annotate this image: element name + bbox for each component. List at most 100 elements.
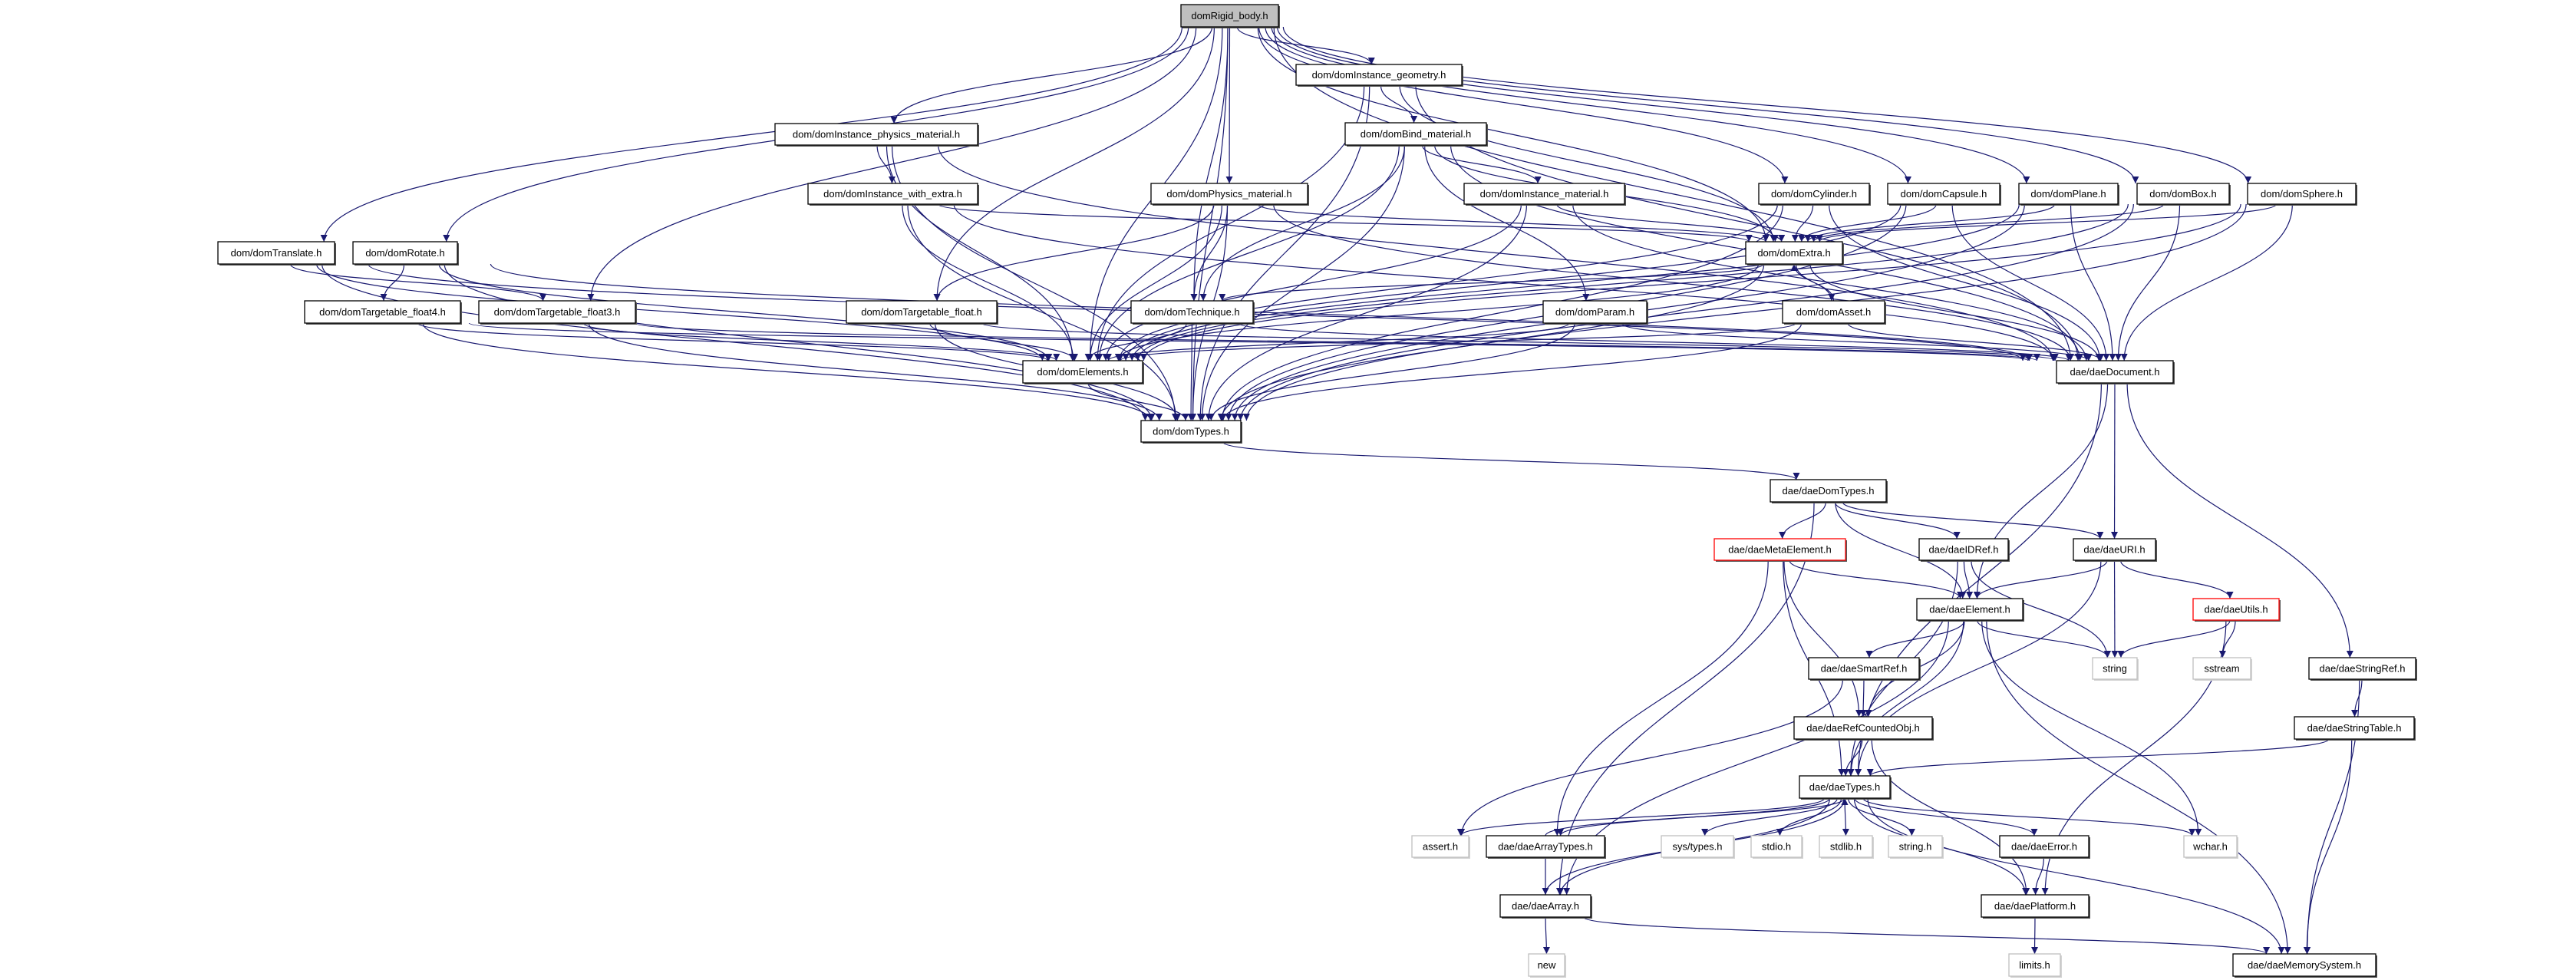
node-label: dom/domTargetable_float3.h: [494, 306, 621, 318]
graph-node-elem[interactable]: dae/daeElement.h: [1916, 598, 2024, 622]
edge-cap-to-elems: [1122, 203, 1901, 361]
edge-box-to-doc: [2114, 203, 2181, 361]
edge-tech-to-elems: [1084, 322, 1187, 361]
node-label: dom/domInstance_physics_material.h: [793, 129, 960, 140]
node-label: dom/domExtra.h: [1757, 247, 1830, 259]
edge-box-to-elems: [1134, 203, 2129, 361]
graph-node-rigid[interactable]: domRigid_body.h: [1180, 4, 1280, 28]
graph-node-iphys[interactable]: dom/domInstance_physics_material.h: [774, 123, 979, 147]
graph-node-param[interactable]: dom/domParam.h: [1542, 300, 1648, 325]
graph-node-sstream: sstream: [2192, 657, 2252, 681]
edge-doc-to-elem: [1973, 382, 2109, 599]
edge-asset-to-elems: [1116, 322, 1797, 361]
graph-node-doc[interactable]: dae/daeDocument.h: [2056, 360, 2175, 384]
nodes-layer: domRigid_body.h dom/domInstance_geometry.…: [217, 4, 2417, 978]
node-box: [2192, 657, 2251, 680]
edge-iwe-to-extra: [937, 203, 1753, 243]
graph-node-iwe[interactable]: dom/domInstance_with_extra.h: [807, 183, 979, 206]
graph-node-tf3[interactable]: dom/domTargetable_float3.h: [478, 300, 637, 325]
graph-node-asset[interactable]: dom/domAsset.h: [1782, 300, 1886, 325]
graph-node-igeom[interactable]: dom/domInstance_geometry.h: [1295, 64, 1463, 87]
graph-node-elems[interactable]: dom/domElements.h: [1022, 360, 1144, 384]
edge-param-to-doc: [1620, 322, 2093, 361]
graph-node-types[interactable]: dae/daeTypes.h: [1799, 775, 1892, 800]
graph-node-tf[interactable]: dom/domTargetable_float.h: [846, 300, 998, 325]
edge-box-to-dtypes: [1237, 203, 2134, 421]
graph-node-box[interactable]: dom/domBox.h: [2136, 183, 2231, 206]
edge-utils-to-string: [2117, 619, 2231, 658]
graph-node-tech[interactable]: dom/domTechnique.h: [1130, 300, 1255, 325]
graph-node-stdlib: stdlib.h: [1819, 835, 1874, 859]
graph-node-utils[interactable]: dae/daeUtils.h: [2192, 598, 2281, 622]
node-label: dae/daeUtils.h: [2204, 604, 2268, 615]
edge-param-to-elems: [1105, 322, 1570, 361]
node-box: [2183, 835, 2238, 858]
edge-meta-to-atypes: [1553, 559, 1769, 836]
graph-node-sphere[interactable]: dom/domSphere.h: [2247, 183, 2357, 206]
edge-idref-to-elem: [1963, 559, 1974, 599]
graph-node-imat[interactable]: dom/domInstance_material.h: [1463, 183, 1626, 206]
graph-node-dtypes[interactable]: dom/domTypes.h: [1140, 420, 1242, 444]
graph-node-extra[interactable]: dom/domExtra.h: [1745, 241, 1844, 266]
node-label: dom/domParam.h: [1555, 306, 1634, 318]
node-label: string: [2103, 663, 2127, 675]
graph-node-tf4[interactable]: dom/domTargetable_float4.h: [304, 300, 462, 325]
node-label: dom/domSphere.h: [2261, 188, 2343, 200]
graph-node-platform[interactable]: dae/daePlatform.h: [1981, 894, 2090, 919]
edge-imat-to-dtypes: [1205, 203, 1528, 421]
node-box: [304, 300, 461, 324]
graph-node-idref[interactable]: dae/daeIDRef.h: [1918, 538, 2010, 562]
node-label: stdio.h: [1762, 841, 1791, 853]
node-label: dom/domTypes.h: [1153, 426, 1229, 437]
node-label: dae/daePlatform.h: [1994, 900, 2076, 912]
node-label: dae/daeRefCountedObj.h: [1806, 722, 1919, 734]
edge-refc-to-platform: [1871, 738, 2030, 896]
edge-atypes-to-types: [1545, 797, 1849, 836]
edge-sphere-to-extra: [1816, 203, 2278, 243]
graph-node-cap[interactable]: dom/domCapsule.h: [1887, 183, 2001, 206]
node-box: [352, 241, 458, 265]
graph-node-daedom[interactable]: dae/daeDomTypes.h: [1770, 479, 1888, 503]
edge-pmat-to-elems: [1087, 203, 1223, 361]
node-label: dae/daeMemorySystem.h: [2248, 959, 2361, 971]
edge-elem-to-smart: [1865, 619, 1965, 658]
graph-node-atypes[interactable]: dae/daeArrayTypes.h: [1486, 835, 1606, 859]
graph-node-cyl[interactable]: dom/domCylinder.h: [1758, 183, 1871, 206]
node-label: dom/domCapsule.h: [1901, 188, 1987, 200]
node-box: [1888, 835, 1943, 858]
edge-rigid-to-tf: [933, 26, 1215, 302]
graph-node-array[interactable]: dae/daeArray.h: [1499, 894, 1592, 919]
edge-tf-to-elems: [928, 322, 1078, 361]
graph-node-error[interactable]: dae/daeError.h: [1999, 835, 2090, 859]
edge-daedom-to-uri: [1842, 501, 2104, 539]
graph-node-refc[interactable]: dae/daeRefCountedObj.h: [1793, 716, 1934, 741]
edge-tf-to-doc: [981, 322, 2059, 361]
node-label: domRigid_body.h: [1191, 10, 1268, 21]
graph-node-bind[interactable]: dom/domBind_material.h: [1344, 122, 1488, 147]
graph-node-meta[interactable]: dae/daeMetaElement.h: [1713, 538, 1847, 562]
graph-node-pmat[interactable]: dom/domPhysics_material.h: [1150, 183, 1309, 206]
edge-meta-to-elem: [1789, 559, 1964, 599]
graph-node-trans[interactable]: dom/domTranslate.h: [217, 241, 336, 266]
graph-node-stable[interactable]: dae/daeStringTable.h: [2294, 716, 2416, 741]
graph-node-mem[interactable]: dae/daeMemorySystem.h: [2232, 953, 2377, 978]
node-label: dom/domTechnique.h: [1144, 306, 1239, 318]
graph-node-rot[interactable]: dom/domRotate.h: [352, 241, 459, 266]
edge-doc-to-sref: [2126, 382, 2353, 658]
graph-node-uri[interactable]: dae/daeURI.h: [2073, 538, 2157, 562]
node-label: dom/domCylinder.h: [1771, 188, 1857, 200]
edge-extra-to-tech: [1219, 263, 1765, 302]
edge-types-to-wchar: [1862, 797, 2196, 836]
graph-node-stdio: stdio.h: [1750, 835, 1803, 859]
node-label: dae/daeDocument.h: [2070, 366, 2159, 378]
graph-node-smart[interactable]: dae/daeSmartRef.h: [1808, 657, 1921, 681]
edge-igeom-to-extra: [1399, 84, 1777, 243]
edge-tf4-to-doc: [468, 322, 2031, 361]
graph-node-stringh: string.h: [1888, 835, 1944, 859]
graph-node-plane[interactable]: dom/domPlane.h: [2018, 183, 2119, 206]
edge-idref-to-string: [1971, 559, 2111, 658]
edge-tech-to-dtypes: [1187, 322, 1195, 421]
graph-node-sref[interactable]: dae/daeStringRef.h: [2308, 657, 2417, 681]
edge-smart-to-assert: [1458, 678, 1843, 836]
node-box: [1799, 775, 1891, 799]
